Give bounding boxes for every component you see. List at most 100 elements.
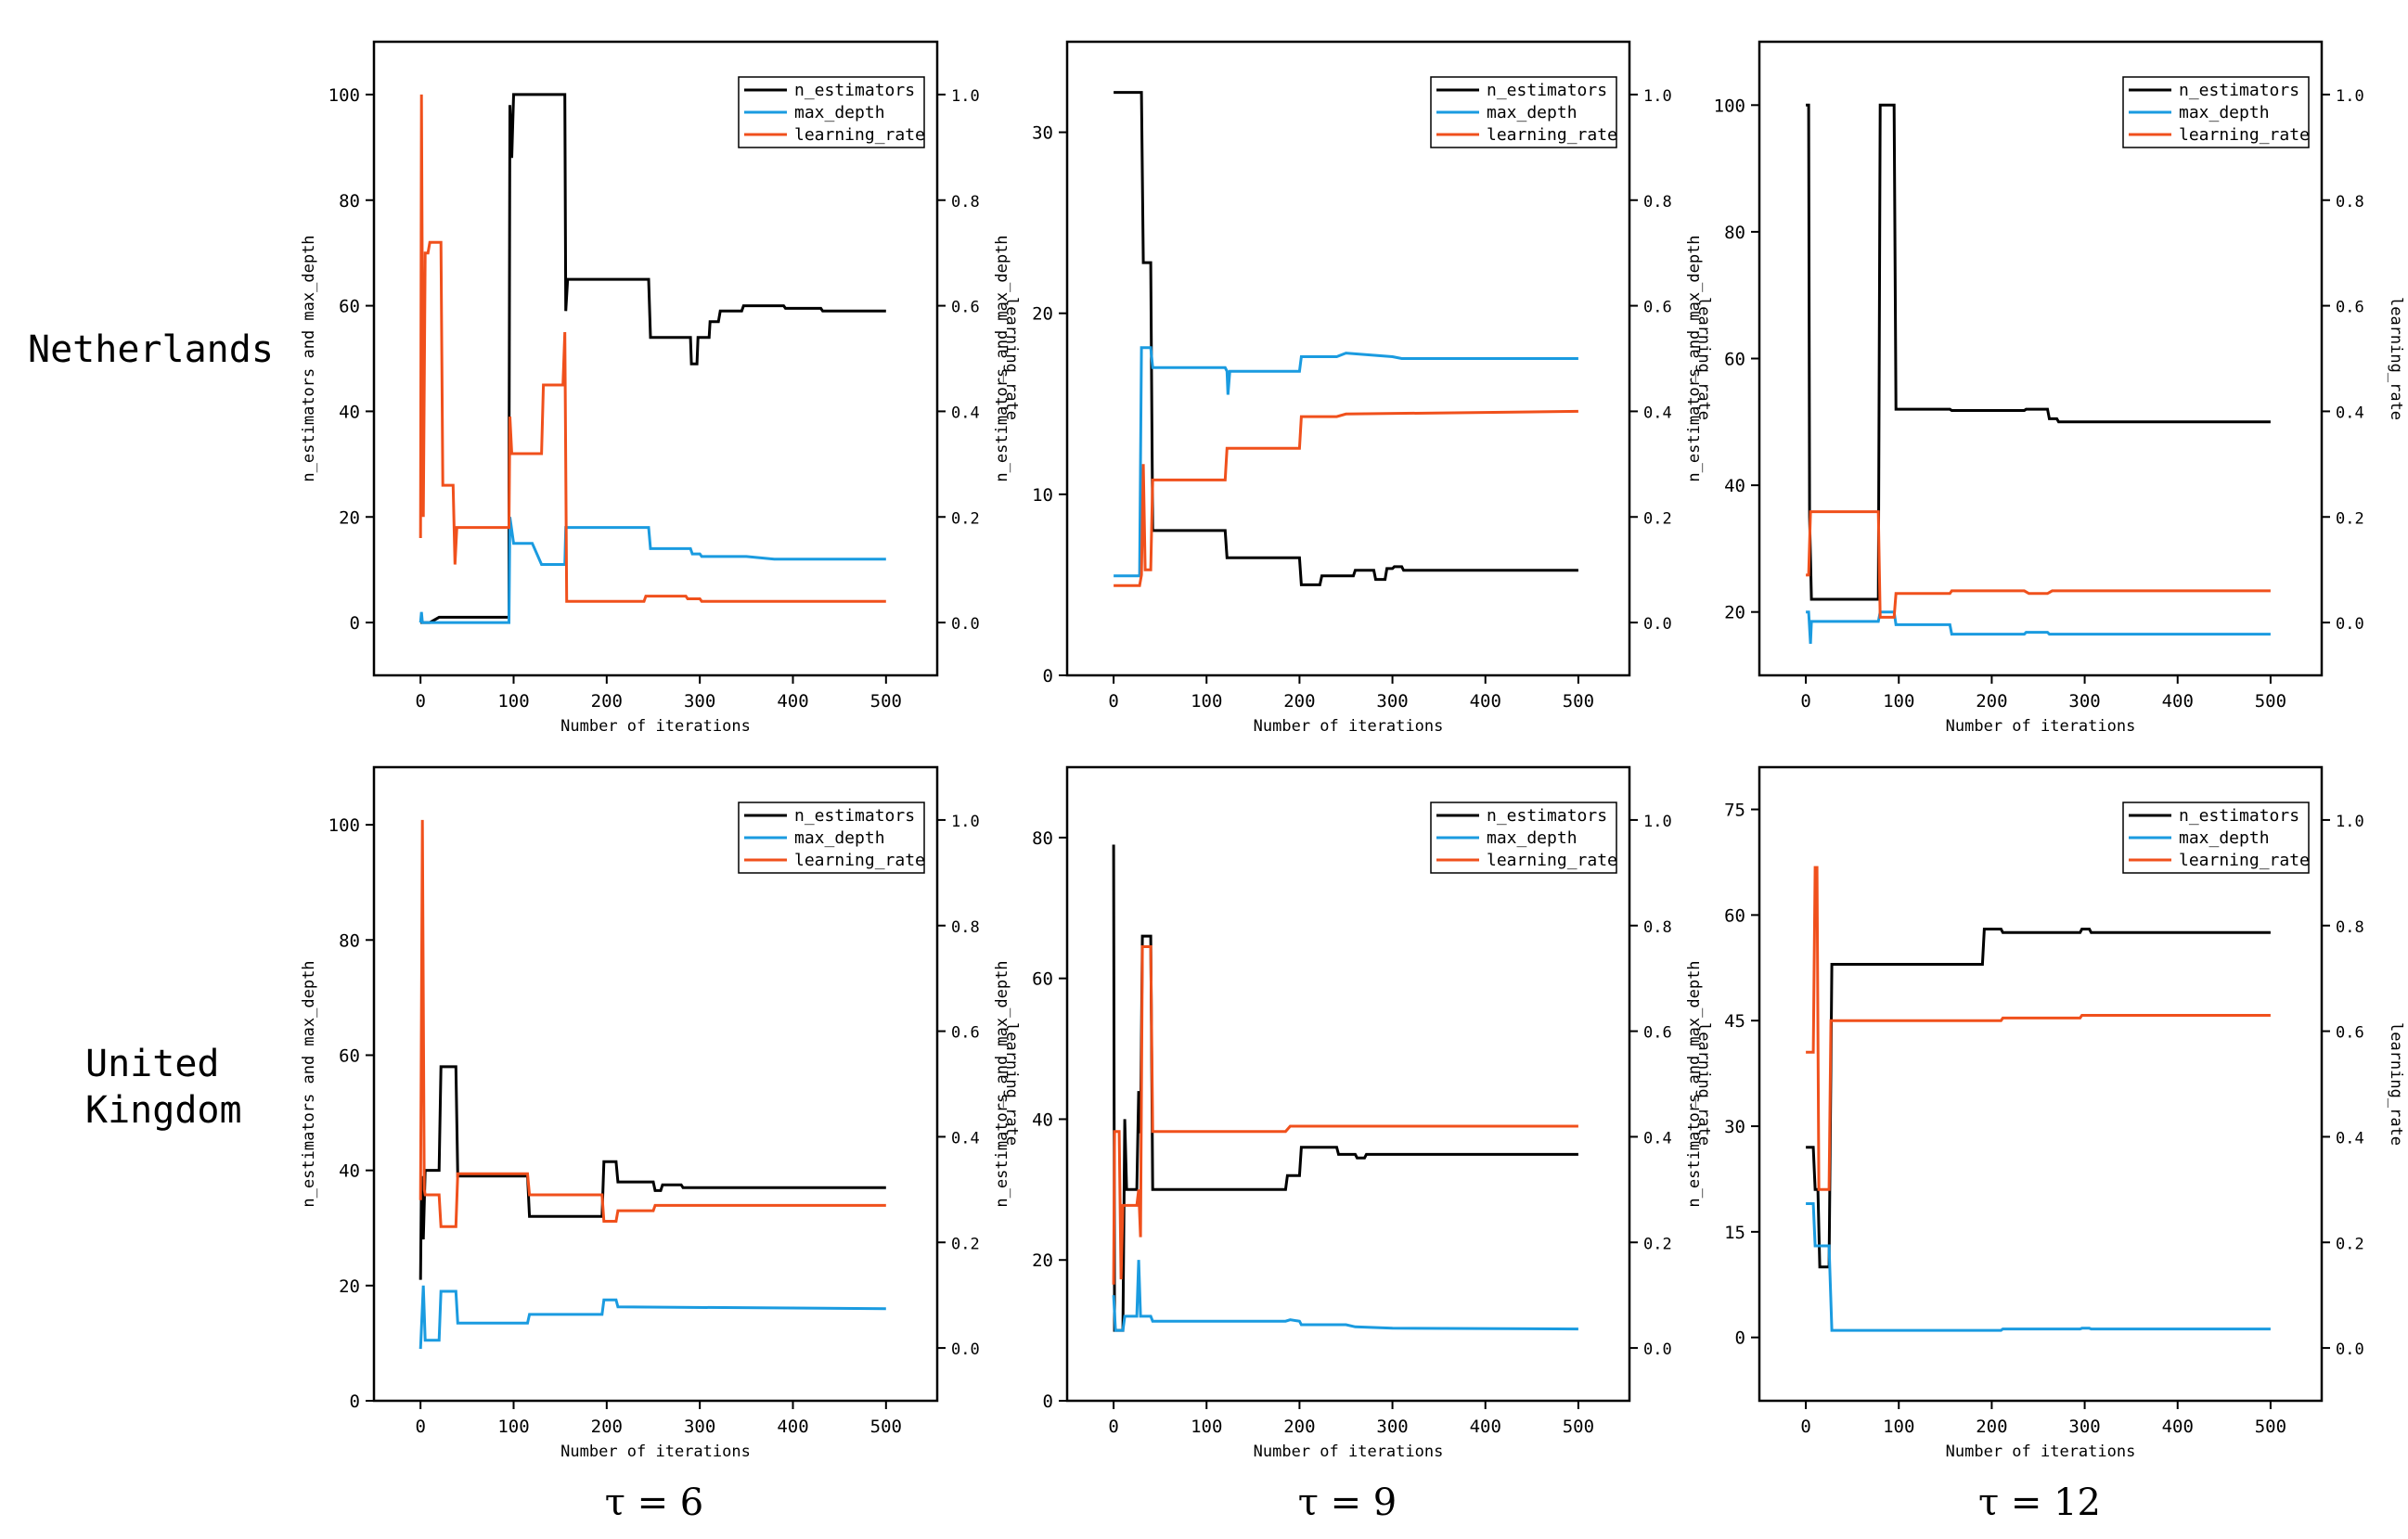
x-tick-label: 400 [1470,691,1501,712]
legend-label-max_depth: max_depth [1487,828,1577,848]
y-tick-label: 80 [339,930,360,951]
y2-tick-label: 0.8 [1643,193,1672,212]
series-line-n_estimators [1806,103,2271,601]
x-tick-label: 100 [1883,1417,1914,1437]
legend-label-n_estimators: n_estimators [2179,81,2299,100]
x-axis-label: Number of iterations [560,1443,751,1461]
series-line-max_depth [1806,610,2271,644]
chart-nl-tau12: 0 100 200 300 400 500 20 40 60 80 100 0.0 0.2 0.4 0.6 0… [1685,40,2405,736]
column-label-tau-6: τ = 6 [604,1481,704,1524]
chart-uk-tau6: 0 100 200 300 400 500 0 20 40 60 80 100 0.0 0.2 0.4 0.6… [300,765,1021,1461]
y2-tick-label: 1.0 [1643,813,1672,831]
series-line-learning_rate [1806,866,2271,1191]
x-tick-label: 300 [1376,691,1408,712]
y2-tick-label: 0.8 [951,918,980,937]
plot-frame [372,765,939,1403]
series-line-max_depth [1114,346,1578,578]
legend-label-learning_rate: learning_rate [794,125,925,145]
series-group [419,93,886,624]
y2-tick-label: 0.6 [951,299,980,317]
series-group [1114,91,1578,587]
column-label-tau-12: τ = 12 [1978,1481,2101,1524]
y-tick-label: 20 [1724,603,1745,623]
series-line-learning_rate [1112,945,1578,1285]
series-group [1806,103,2271,644]
legend: n_estimators max_depth learning_rate [2122,76,2310,148]
y2-tick-label: 0.6 [2336,299,2364,317]
y2-axis-label: learning_rate [1002,1022,1021,1146]
plot-frame [1065,765,1631,1403]
y-tick-label: 20 [1032,304,1053,325]
y-tick-label: 20 [1032,1250,1053,1271]
y-tick-label: 80 [1032,828,1053,849]
x-tick-label: 0 [1800,1417,1810,1437]
y2-tick-label: 0.2 [951,1235,980,1253]
y-tick-label: 0 [1043,1392,1053,1412]
x-tick-label: 400 [2162,691,2194,712]
x-tick-label: 100 [497,691,529,712]
y2-tick-label: 0.0 [2336,1340,2364,1359]
series-line-learning_rate [419,819,886,1228]
x-tick-label: 300 [684,1417,715,1437]
x-axis-label: Number of iterations [1254,1443,1444,1461]
y2-tick-label: 0.8 [951,193,980,212]
legend-label-max_depth: max_depth [2179,103,2270,122]
plot-frame [372,40,939,677]
y-tick-label: 60 [1724,350,1745,370]
x-tick-label: 300 [2068,691,2100,712]
y-tick-label: 60 [1032,969,1053,990]
series-line-n_estimators [420,93,886,624]
y-tick-label: 0 [350,1392,360,1412]
x-tick-label: 300 [1376,1417,1408,1437]
series-line-n_estimators [1112,844,1578,1332]
plot-frame [1065,40,1631,677]
y2-axis-label: learning_rate [1694,297,1713,420]
series-line-n_estimators [1114,91,1578,586]
legend-label-max_depth: max_depth [794,828,885,848]
y2-tick-label: 1.0 [951,813,980,831]
legend-label-n_estimators: n_estimators [1487,81,1607,100]
y2-axis-label: learning_rate [1694,1022,1713,1146]
y-axis-label: n_estimators and max_depth [1685,960,1704,1207]
legend-label-learning_rate: learning_rate [2179,125,2310,145]
x-tick-label: 0 [1108,1417,1118,1437]
y-tick-label: 60 [339,1045,360,1066]
legend-label-learning_rate: learning_rate [1487,851,1617,870]
y2-tick-label: 1.0 [2336,87,2364,106]
y-tick-label: 0 [350,613,360,634]
x-tick-label: 100 [1191,691,1222,712]
y2-tick-label: 1.0 [2336,813,2364,831]
y-tick-label: 40 [1032,1109,1053,1130]
series-line-learning_rate [1806,510,2271,619]
y-tick-label: 30 [1032,123,1053,144]
series-group [1806,866,2271,1332]
chart-nl-tau6: 0 100 200 300 400 500 0 20 40 60 80 100 0.0 0.2 0.4 0.6… [300,40,1021,736]
y-tick-label: 100 [328,815,360,836]
row-label-united-kingdom: United Kingdom [85,1043,242,1132]
column-label-tau-9: τ = 9 [1297,1481,1397,1524]
y-tick-label: 40 [339,1161,360,1182]
x-tick-label: 400 [777,1417,808,1437]
y2-tick-label: 0.4 [1643,404,1672,422]
y2-tick-label: 0.0 [951,615,980,634]
chart-uk-tau9: 0 100 200 300 400 500 0 20 40 60 80 0.0 0.2 0.4 0.6 0.8… [993,765,1713,1461]
x-tick-label: 400 [2162,1417,2194,1437]
y-tick-label: 60 [339,297,360,317]
x-tick-label: 200 [591,691,623,712]
y-tick-label: 100 [328,85,360,106]
legend-label-max_depth: max_depth [1487,103,1577,122]
legend-label-max_depth: max_depth [2179,828,2270,848]
y2-tick-label: 0.2 [951,509,980,528]
y2-tick-label: 0.2 [1643,1235,1672,1253]
legend-label-max_depth: max_depth [794,103,885,122]
y-tick-label: 45 [1724,1011,1745,1032]
y2-tick-label: 1.0 [951,87,980,106]
legend-label-n_estimators: n_estimators [2179,806,2299,826]
legend-label-learning_rate: learning_rate [794,851,925,870]
y2-tick-label: 0.6 [2336,1024,2364,1043]
x-tick-label: 200 [1976,691,2007,712]
x-tick-label: 100 [1883,691,1914,712]
y2-tick-label: 0.0 [1643,1340,1672,1359]
